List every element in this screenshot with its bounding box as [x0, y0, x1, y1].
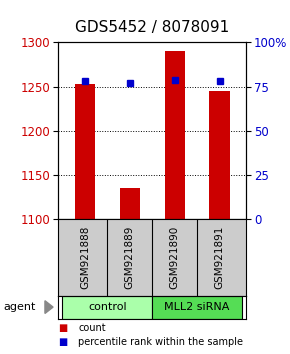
Text: control: control: [88, 302, 127, 312]
Bar: [152, 296, 242, 319]
Text: GDS5452 / 8078091: GDS5452 / 8078091: [75, 21, 229, 35]
Text: ■: ■: [58, 322, 67, 332]
Text: GSM921891: GSM921891: [215, 226, 224, 289]
Bar: [75, 84, 95, 219]
Bar: [165, 51, 185, 219]
Text: percentile rank within the sample: percentile rank within the sample: [78, 337, 243, 347]
Text: GSM921889: GSM921889: [125, 226, 135, 289]
Bar: [120, 188, 140, 219]
Text: GSM921888: GSM921888: [80, 226, 90, 289]
Text: GSM921890: GSM921890: [170, 226, 180, 289]
Bar: [209, 91, 230, 219]
Text: count: count: [78, 322, 106, 332]
Text: ■: ■: [58, 337, 67, 347]
Text: MLL2 siRNA: MLL2 siRNA: [164, 302, 230, 312]
Text: agent: agent: [3, 302, 35, 312]
Bar: [62, 296, 152, 319]
